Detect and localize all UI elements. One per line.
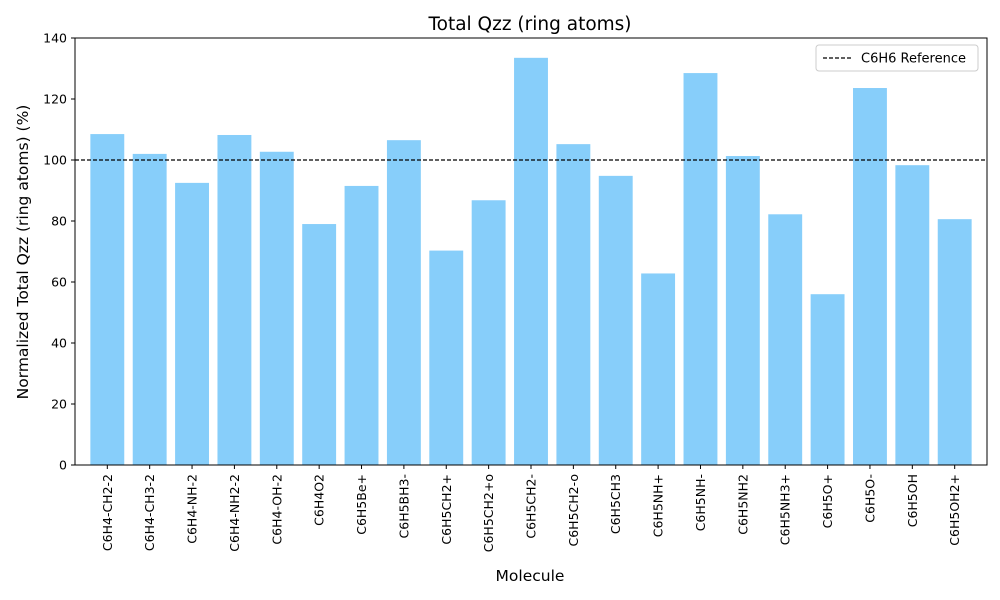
bar [471, 200, 506, 465]
x-tick-label: C6H5O+ [820, 474, 835, 528]
x-tick-label: C6H5CH2+o [481, 474, 496, 552]
bar [556, 144, 591, 465]
x-tick-label: C6H5NH- [693, 474, 708, 531]
y-tick-label: 80 [51, 214, 67, 229]
bar [725, 156, 760, 465]
y-tick-label: 120 [43, 92, 67, 107]
x-tick-label: C6H5O- [862, 474, 877, 523]
x-tick-label: C6H5NH3+ [778, 474, 793, 545]
x-tick-label: C6H5NH+ [651, 474, 666, 537]
x-tick-label: C6H5OH [905, 474, 920, 527]
legend: C6H6 Reference [815, 44, 979, 72]
y-tick-label: 100 [43, 153, 67, 168]
x-tick-label: C6H5CH2-o [566, 474, 581, 547]
x-tick-label: C6H4-NH-2 [185, 474, 200, 544]
bar [768, 214, 803, 465]
bar [598, 175, 633, 466]
x-tick-label: C6H5Be+ [354, 474, 369, 535]
bars-group [90, 57, 972, 466]
x-axis-title: Molecule [496, 567, 565, 585]
y-tick-label: 140 [43, 31, 67, 46]
x-tick-label: C6H4-CH3-2 [142, 474, 157, 551]
x-tick-label: C6H5CH3 [608, 474, 623, 534]
bar [429, 250, 464, 465]
bar [175, 182, 209, 465]
x-tick-label: C6H5OH2+ [947, 474, 962, 546]
bar [132, 153, 167, 465]
bar [937, 219, 972, 465]
x-tick-label: C6H5NH2 [735, 474, 750, 535]
bar [344, 185, 379, 466]
x-tick-label: C6H5CH2+ [439, 474, 454, 545]
y-tick-label: 20 [51, 397, 67, 412]
chart-title: Total Qzz (ring atoms) [427, 14, 631, 35]
x-tick-label: C6H4O2 [312, 474, 327, 526]
bar [895, 165, 930, 465]
x-tick-label: C6H4-OH-2 [269, 474, 284, 545]
y-tick-label: 60 [51, 275, 67, 290]
x-tick-label: C6H4-CH2-2 [100, 474, 115, 551]
bar [259, 151, 294, 465]
bar [90, 134, 125, 465]
y-axis-title: Normalized Total Qzz (ring atoms) (%) [14, 105, 32, 400]
bar [683, 73, 718, 465]
bar [641, 273, 676, 465]
bar [217, 134, 252, 466]
x-tick-label: C6H5CH2- [524, 474, 539, 539]
bar [853, 88, 887, 466]
x-axis: C6H4-CH2-2 C6H4-CH3-2 C6H4-NH-2 C6H4-NH2-2 C… [100, 465, 962, 552]
y-tick-label: 40 [51, 336, 67, 351]
plot-frame [74, 37, 988, 466]
x-tick-label: C6H5BH3- [396, 474, 411, 538]
bar [302, 224, 337, 465]
bar [386, 140, 421, 466]
legend-box [815, 44, 979, 72]
bar [810, 294, 845, 465]
x-tick-label: C6H4-NH2-2 [227, 474, 242, 552]
bar [514, 57, 548, 465]
y-axis: 0 20 40 60 80 100 120 140 [43, 31, 75, 473]
y-tick-label: 0 [59, 458, 67, 473]
legend-label: C6H6 Reference [861, 52, 966, 67]
